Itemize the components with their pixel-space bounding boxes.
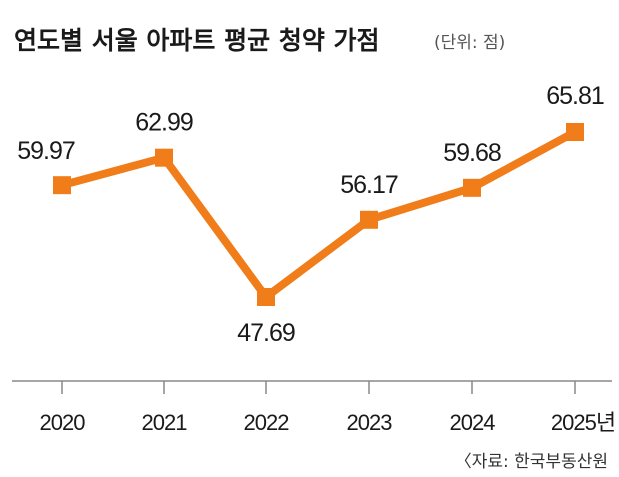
data-markers: [53, 123, 584, 306]
data-label-0: 59.97: [17, 137, 75, 165]
source-note: 〈자료: 한국부동산원: [455, 452, 608, 472]
data-point-3: [360, 210, 378, 229]
data-label-2: 47.69: [237, 319, 295, 347]
unit-label: (단위: 점): [434, 33, 505, 53]
x-axis-ticks: [61, 381, 576, 394]
data-point-0: [53, 176, 71, 195]
x-axis-tick-labels: 2020 2021 2022 2023 2024 2025년: [40, 410, 617, 435]
x-tick-label-2: 2022: [244, 410, 290, 435]
data-label-5: 65.81: [546, 82, 604, 110]
x-tick-label-0: 2020: [40, 410, 86, 435]
chart-title: 연도별 서울 아파트 평균 청약 가점: [14, 26, 380, 55]
x-tick-label-1: 2021: [142, 410, 188, 435]
x-tick-label-5: 2025년: [551, 410, 615, 435]
data-point-1: [155, 148, 173, 167]
x-tick-label-4: 2024: [450, 410, 496, 435]
data-point-4: [463, 178, 481, 197]
data-label-3: 56.17: [340, 171, 398, 199]
data-label-4: 59.68: [443, 139, 501, 167]
data-labels: 59.97 62.99 47.69 56.17 59.68 65.81: [17, 82, 605, 347]
series-line: [58, 128, 579, 301]
x-tick-label-3: 2023: [347, 410, 393, 435]
data-point-5: [566, 123, 584, 141]
data-label-1: 62.99: [135, 109, 193, 137]
data-point-2: [257, 288, 275, 306]
